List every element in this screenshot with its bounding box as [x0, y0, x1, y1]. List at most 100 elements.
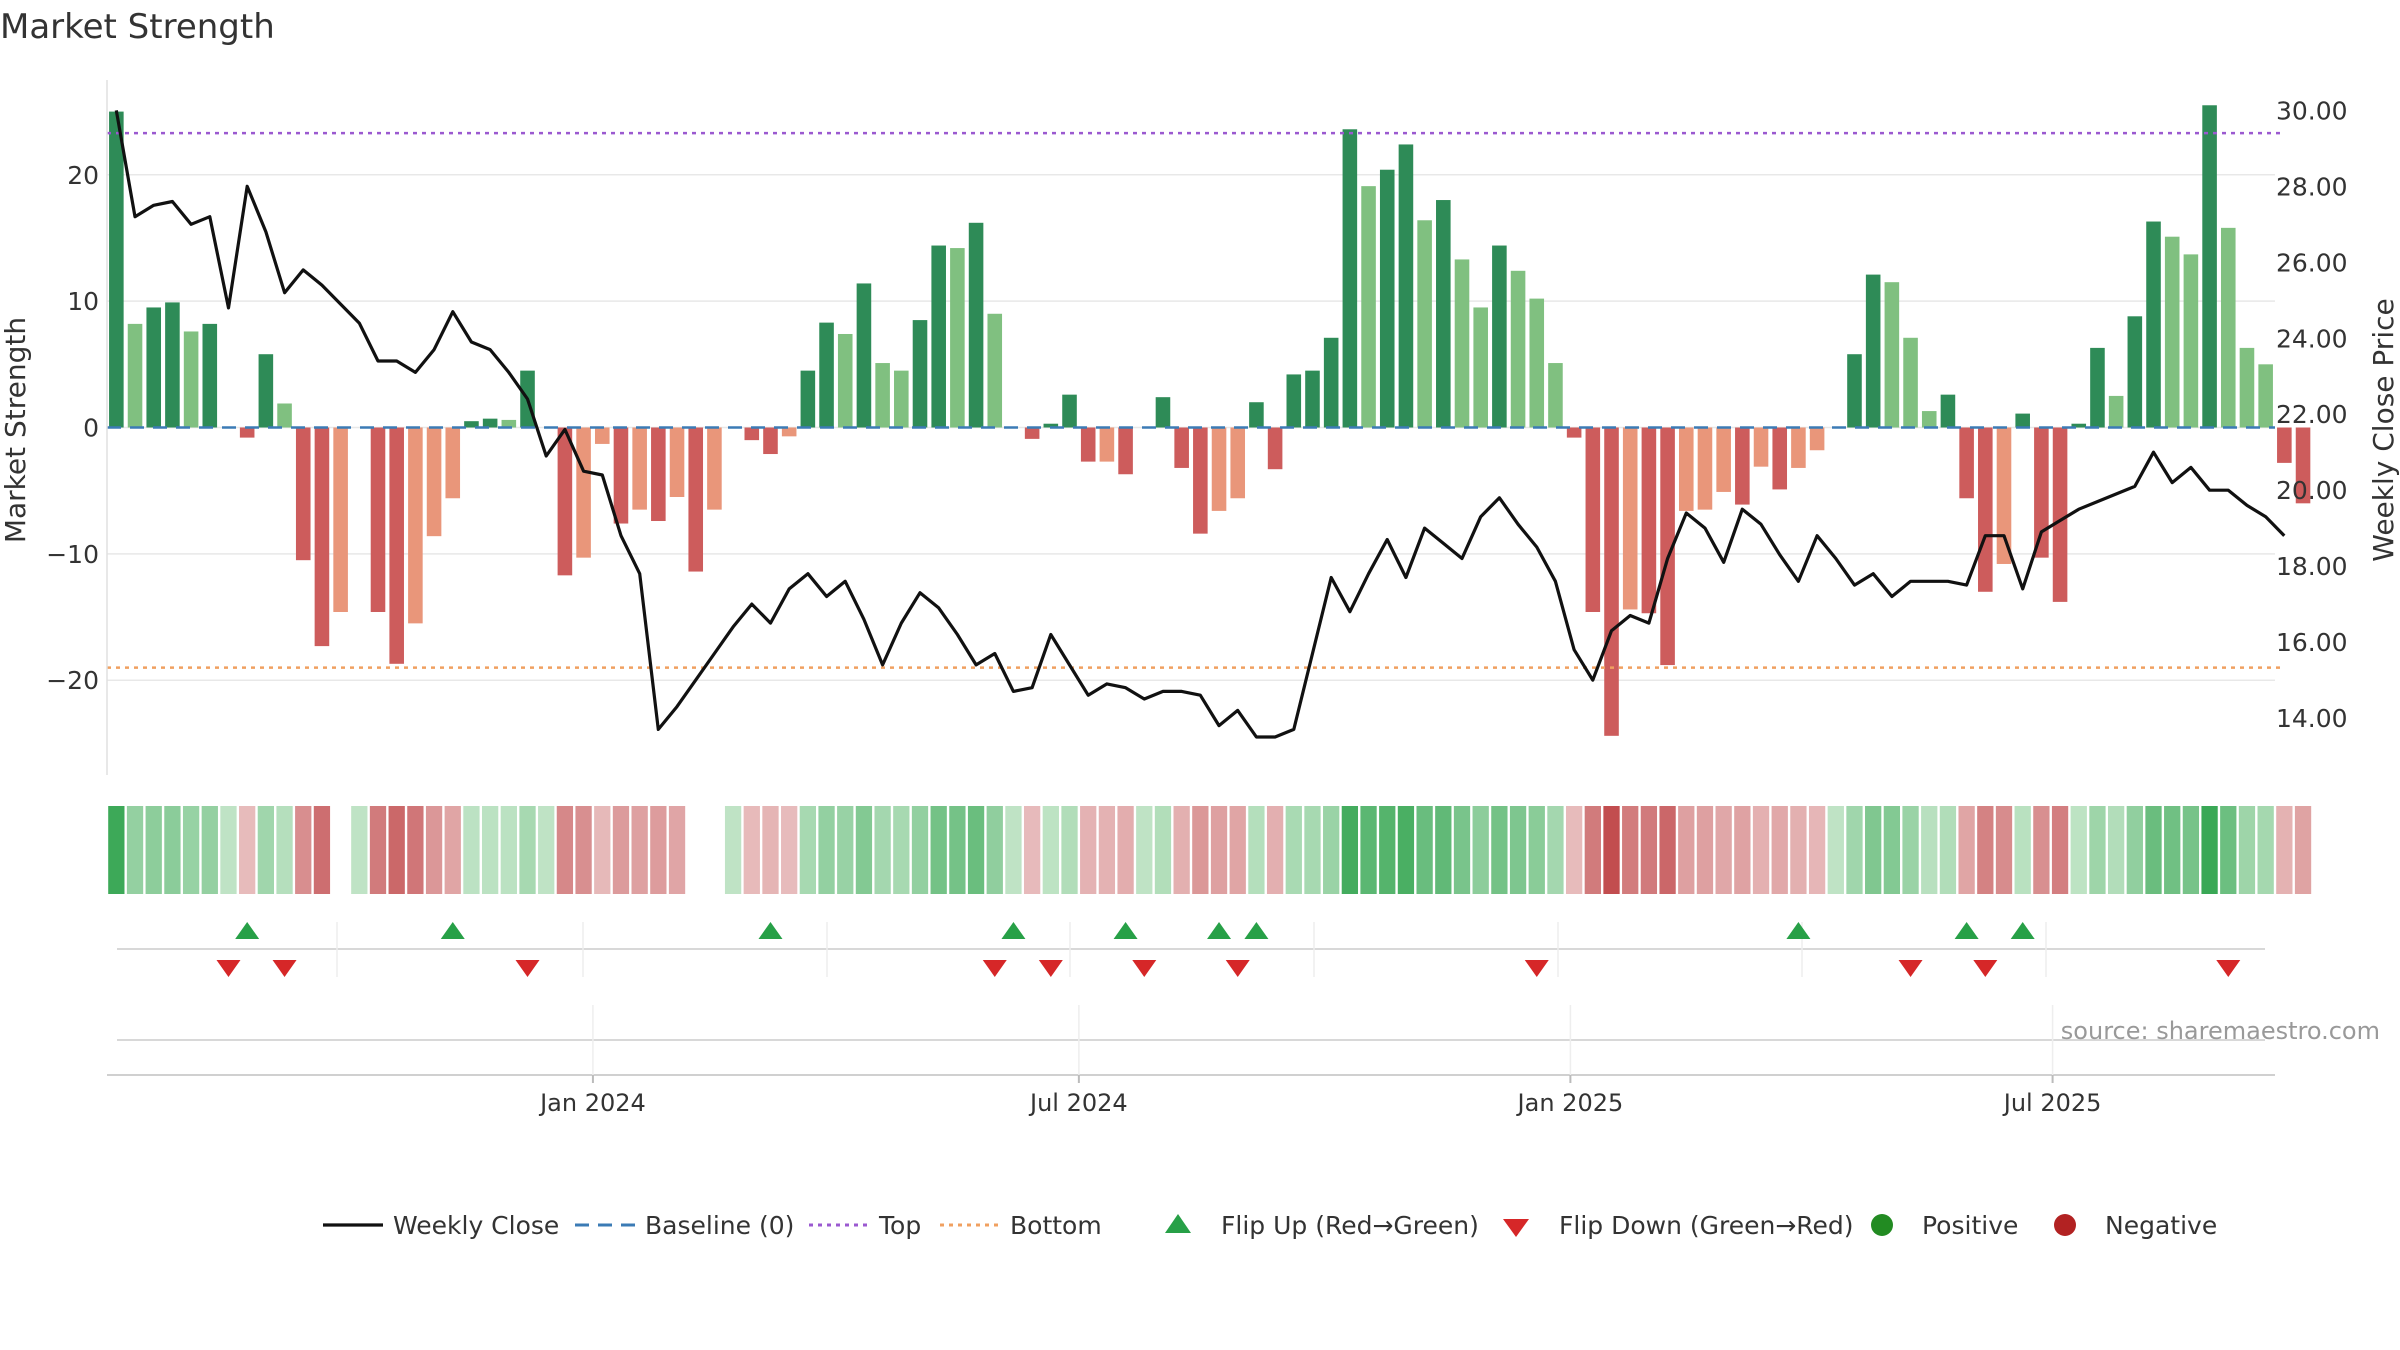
strength-bar: [613, 427, 629, 524]
heat-cell: [239, 806, 256, 894]
flip-down-marker: [2216, 960, 2241, 977]
strength-bar: [1529, 298, 1545, 428]
left-tick-label: 0: [83, 414, 99, 443]
reference-lines: [107, 131, 2285, 669]
heat-cell: [1061, 806, 1078, 894]
strength-bar: [408, 427, 423, 624]
heat-cell: [631, 806, 648, 894]
flip-down-marker: [1225, 960, 1250, 977]
flip-up-marker: [440, 922, 465, 939]
heat-cell: [893, 806, 910, 894]
strength-bar: [2052, 427, 2068, 602]
heat-cell: [2257, 806, 2274, 894]
heat-cell: [1827, 806, 1844, 894]
strength-bar: [1024, 427, 1040, 439]
strength-bar: [800, 370, 816, 428]
flip-down-marker: [515, 960, 540, 977]
heat-cell: [2145, 806, 2162, 894]
strength-bar: [1809, 427, 1825, 451]
left-axis-label: Market Strength: [0, 317, 32, 543]
strength-bar: [2015, 413, 2030, 428]
legend-label: Baseline (0): [645, 1211, 794, 1240]
heat-cell: [1117, 806, 1134, 894]
heat-cell: [2220, 806, 2237, 894]
strength-bar: [1772, 427, 1788, 490]
flip-up-marker: [2010, 922, 2035, 939]
heat-cell: [1622, 806, 1639, 894]
strength-bars: [109, 105, 2311, 736]
strength-bar: [1660, 427, 1675, 666]
strength-bar: [744, 427, 760, 441]
x-tick-label: Jul 2025: [2002, 1089, 2102, 1117]
legend-icon-negative: [2054, 1214, 2076, 1236]
heat-cell: [1285, 806, 1302, 894]
strength-bar: [1548, 363, 1563, 428]
legend-icon-flip-up: [1165, 1214, 1191, 1233]
heat-cell: [2276, 806, 2293, 894]
source-note: source: sharemaestro.com: [2061, 1017, 2380, 1045]
heat-cell: [388, 806, 405, 894]
right-tick-label: 28.00: [2276, 172, 2348, 201]
flip-down-marker: [1132, 960, 1157, 977]
right-tick-label: 18.00: [2276, 552, 2348, 581]
strength-bar: [1996, 427, 2012, 564]
strength-bar: [594, 427, 610, 444]
heat-cell: [612, 806, 630, 894]
strength-bar: [1641, 427, 1657, 614]
heat-cell: [1098, 806, 1116, 894]
strength-bar: [1398, 144, 1414, 428]
strength-bar: [1978, 427, 1993, 592]
legend: Weekly Close Baseline (0) Top Bottom Flip Up…: [323, 1211, 2217, 1240]
strength-bar: [1436, 200, 1451, 428]
heat-cell: [2089, 806, 2106, 894]
heat-cell: [1752, 806, 1770, 894]
strength-bar: [202, 323, 218, 428]
strength-bar: [1921, 411, 1937, 428]
strength-bar: [1080, 427, 1096, 462]
legend-icon-flip-down: [1503, 1219, 1529, 1237]
legend-label: Weekly Close: [393, 1211, 559, 1240]
strength-bar: [1473, 307, 1488, 428]
heat-cell: [1808, 806, 1826, 894]
strength-bar: [1735, 427, 1750, 505]
right-tick-label: 26.00: [2276, 248, 2348, 277]
heat-cell: [1939, 806, 1957, 894]
heat-cell: [1080, 806, 1097, 894]
heat-cell: [2126, 806, 2143, 894]
strength-bar: [894, 370, 909, 428]
legend-label: Positive: [1922, 1211, 2018, 1240]
heat-cell: [1397, 806, 1415, 894]
strength-bar: [295, 427, 311, 561]
flip-up-marker: [1954, 922, 1979, 939]
heat-cell: [837, 806, 854, 894]
heat-cell: [1678, 806, 1695, 894]
heat-cell: [556, 806, 574, 894]
heat-cell: [1136, 806, 1153, 894]
strength-bar: [239, 427, 255, 438]
legend-label: Bottom: [1010, 1211, 1102, 1240]
strength-bar: [576, 427, 591, 558]
heat-cell: [2070, 806, 2087, 894]
heat-cell: [1921, 806, 1938, 894]
heat-cell: [1790, 806, 1807, 894]
strength-bar: [2090, 347, 2105, 428]
heat-cell: [425, 806, 443, 894]
heat-cell: [575, 806, 592, 894]
strength-heat-strip: [108, 806, 2312, 894]
strength-bar: [2183, 254, 2199, 428]
strength-bar: [1249, 402, 1264, 428]
strength-bar: [781, 427, 797, 437]
strength-bar: [688, 427, 704, 572]
strength-bar: [1267, 427, 1283, 470]
strength-bar: [370, 427, 386, 612]
heat-cell: [1023, 806, 1041, 894]
heat-cell: [967, 806, 985, 894]
flip-up-marker: [1113, 922, 1138, 939]
heat-cell: [1323, 806, 1340, 894]
heat-cell: [1304, 806, 1321, 894]
strength-bar: [950, 248, 965, 428]
heat-cell: [164, 806, 181, 894]
strength-bar: [651, 427, 666, 522]
flip-up-marker: [1207, 922, 1232, 939]
